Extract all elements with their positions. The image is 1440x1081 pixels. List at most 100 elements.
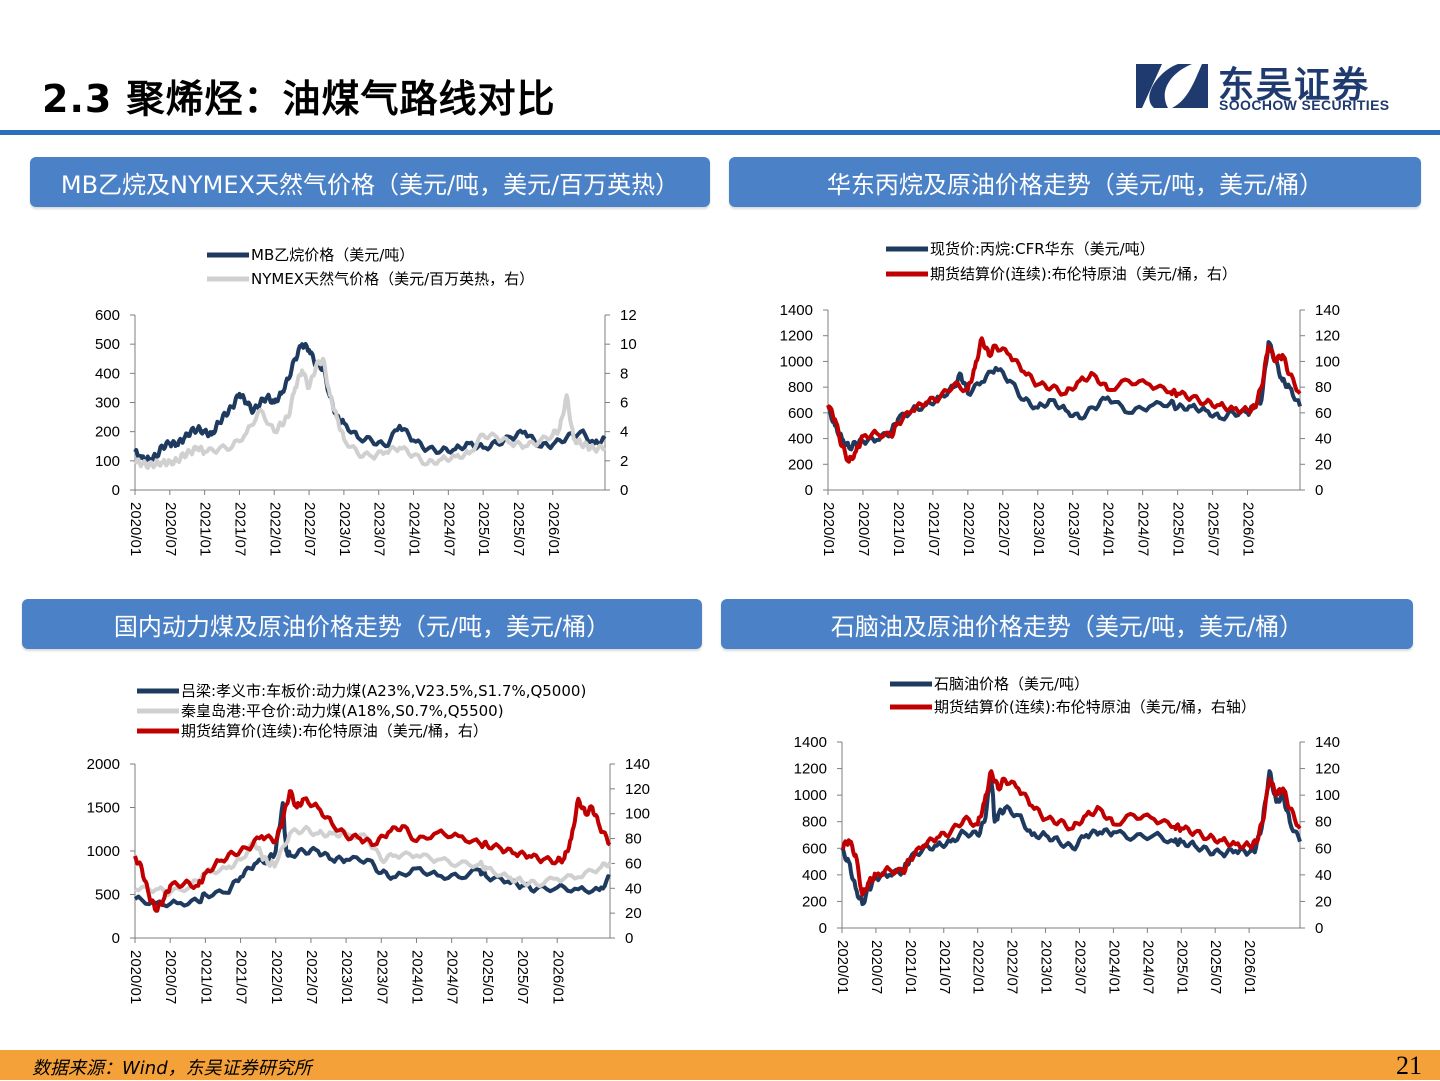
y-tick-label-left: 100 [95, 453, 120, 470]
x-tick-label: 2022/01 [960, 502, 977, 556]
x-tick-label: 2024/07 [440, 502, 457, 556]
x-tick-label: 2025/07 [510, 502, 527, 556]
y-tick-label-left: 1000 [780, 353, 813, 370]
page-title: 2.3 聚烯烃：油煤气路线对比 [42, 77, 556, 121]
series-line-1 [840, 769, 1302, 907]
x-tick-label: 2024/07 [444, 950, 461, 1004]
company-logo: 东吴证券 SOOCHOW SECURITIES [1132, 56, 1412, 120]
title-divider [0, 130, 1440, 135]
legend-label-1: 石脑油价格（美元/吨） [934, 675, 1089, 693]
x-tick-label: 2025/07 [514, 950, 531, 1004]
x-tick-label: 2025/01 [475, 502, 492, 556]
x-tick-label: 2026/01 [545, 502, 562, 556]
x-tick-label: 2022/07 [303, 950, 320, 1004]
x-tick-label: 2021/07 [925, 502, 942, 556]
legend-label-3: 期货结算价(连续):布伦特原油（美元/桶，右） [181, 722, 488, 740]
x-tick-label: 2020/01 [127, 502, 144, 556]
y-tick-label-left: 800 [788, 379, 813, 396]
y-tick-label-right: 60 [1315, 840, 1332, 857]
x-tick-label: 2022/01 [268, 950, 285, 1004]
y-tick-label-left: 500 [95, 336, 120, 353]
y-tick-label-left: 200 [802, 893, 827, 910]
y-tick-label-left: 0 [112, 482, 120, 499]
y-tick-label-right: 120 [1315, 761, 1340, 778]
x-tick-label: 2024/01 [1100, 502, 1117, 556]
y-tick-label-right: 120 [1315, 328, 1340, 345]
page-number: 21 [1396, 1051, 1422, 1080]
legend-label-2: 期货结算价(连续):布伦特原油（美元/桶，右轴） [934, 698, 1256, 716]
y-tick-label-right: 140 [1315, 734, 1340, 751]
chart2-header: 华东丙烷及原油价格走势（美元/吨，美元/桶） [729, 157, 1421, 207]
x-tick-label: 2023/01 [1030, 502, 1047, 556]
x-tick-label: 2026/01 [1240, 502, 1257, 556]
x-tick-label: 2024/07 [1135, 502, 1152, 556]
y-tick-label-right: 8 [620, 365, 628, 382]
y-tick-label-left: 0 [819, 920, 827, 937]
legend-label-1: 吕梁:孝义市:车板价:动力煤(A23%,V23.5%,S1.7%,Q5000) [181, 682, 586, 700]
y-tick-label-left: 400 [788, 431, 813, 448]
x-tick-label: 2022/01 [970, 940, 987, 994]
series-line-1 [133, 801, 611, 909]
y-tick-label-right: 40 [625, 880, 642, 897]
y-tick-label-right: 2 [620, 453, 628, 470]
legend-label-1: 现货价:丙烷:CFR华东（美元/吨） [930, 240, 1155, 258]
y-tick-label-left: 0 [112, 930, 120, 947]
x-tick-label: 2023/07 [371, 502, 388, 556]
chart-thermal-coal-crude: 0 500 1000 1500 2000 0 20 40 60 80 100 120 140 2020/0… [87, 682, 650, 1004]
x-tick-label: 2026/01 [549, 950, 566, 1004]
y-tick-label-right: 100 [1315, 353, 1340, 370]
y-tick-label-left: 500 [95, 887, 120, 904]
y-tick-label-right: 80 [1315, 379, 1332, 396]
x-tick-label: 2024/07 [1139, 940, 1156, 994]
y-tick-label-left: 600 [802, 840, 827, 857]
y-tick-label-right: 120 [625, 781, 650, 798]
y-tick-label-right: 80 [625, 831, 642, 848]
x-tick-label: 2020/01 [834, 940, 851, 994]
y-tick-label-left: 1000 [794, 787, 827, 804]
y-tick-label-left: 1500 [87, 800, 120, 817]
x-tick-label: 2022/07 [1004, 940, 1021, 994]
x-tick-label: 2021/01 [197, 950, 214, 1004]
y-tick-label-right: 140 [625, 756, 650, 773]
x-tick-label: 2025/01 [1170, 502, 1187, 556]
x-tick-label: 2021/07 [231, 502, 248, 556]
y-tick-label-left: 2000 [87, 756, 120, 773]
chart4-header: 石脑油及原油价格走势（美元/吨，美元/桶） [721, 599, 1413, 649]
y-tick-label-right: 20 [1315, 456, 1332, 473]
x-tick-label: 2022/07 [301, 502, 318, 556]
x-tick-label: 2022/07 [995, 502, 1012, 556]
x-tick-label: 2020/01 [127, 950, 144, 1004]
y-tick-label-left: 600 [95, 307, 120, 324]
x-tick-label: 2024/01 [409, 950, 426, 1004]
x-tick-label: 2021/07 [233, 950, 250, 1004]
series-line-3 [133, 789, 612, 913]
y-tick-label-right: 12 [620, 307, 637, 324]
x-tick-label: 2021/01 [902, 940, 919, 994]
series-line-2 [841, 769, 1302, 897]
y-tick-label-right: 20 [1315, 893, 1332, 910]
x-tick-label: 2025/07 [1207, 940, 1224, 994]
x-tick-label: 2020/07 [855, 502, 872, 556]
y-tick-label-right: 20 [625, 905, 642, 922]
y-tick-label-right: 0 [620, 482, 628, 499]
y-tick-label-right: 60 [625, 855, 642, 872]
x-tick-label: 2021/01 [197, 502, 214, 556]
legend-label-2: 秦皇岛港:平仓价:动力煤(A18%,S0.7%,Q5500) [181, 702, 504, 720]
x-tick-label: 2025/07 [1205, 502, 1222, 556]
x-tick-label: 2021/07 [936, 940, 953, 994]
x-tick-label: 2022/01 [266, 502, 283, 556]
logo-english-text: SOOCHOW SECURITIES [1219, 97, 1390, 113]
data-source-note: 数据来源：Wind，东吴证券研究所 [32, 1058, 312, 1079]
y-tick-label-left: 600 [788, 405, 813, 422]
x-tick-label: 2025/01 [479, 950, 496, 1004]
soochow-logo-icon [1136, 64, 1208, 108]
chart-mb-ethane-nymex-gas: 0 100 200 300 400 500 600 0 2 4 6 8 10 12 2020/01 2020/… [95, 246, 637, 556]
footer-bar: 数据来源：Wind，东吴证券研究所 21 [0, 1050, 1440, 1080]
y-tick-label-left: 1000 [87, 843, 120, 860]
y-tick-label-left: 400 [802, 867, 827, 884]
y-tick-label-left: 0 [805, 482, 813, 499]
y-tick-label-right: 60 [1315, 405, 1332, 422]
y-tick-label-right: 0 [625, 930, 633, 947]
y-tick-label-left: 1400 [794, 734, 827, 751]
